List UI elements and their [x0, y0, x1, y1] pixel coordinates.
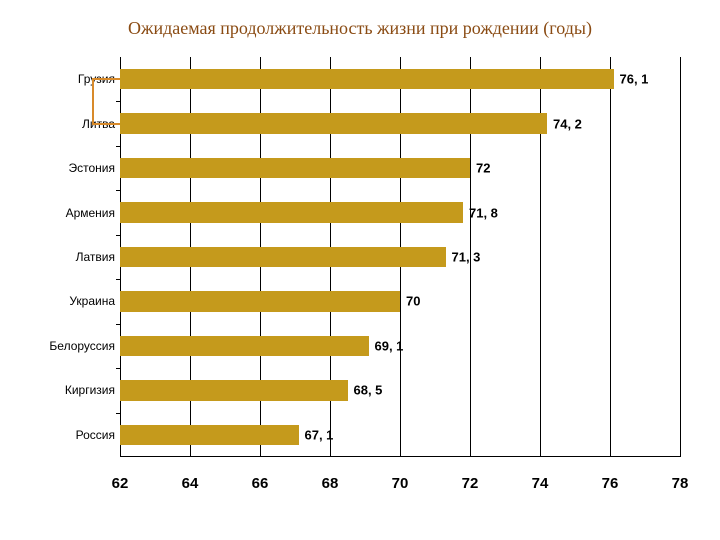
- x-axis-tick-label: 62: [112, 475, 129, 492]
- category-tick: [116, 279, 120, 280]
- bar: [120, 158, 470, 178]
- bar: [120, 336, 369, 356]
- x-axis-tick-label: 68: [322, 475, 339, 492]
- accent-line: [92, 123, 120, 125]
- bar: [120, 380, 348, 400]
- bar-row: 76, 1: [120, 69, 680, 89]
- y-axis-label: Белоруссия: [49, 339, 115, 353]
- x-axis-tick-label: 64: [182, 475, 199, 492]
- bar-row: 71, 8: [120, 202, 680, 222]
- bar-row: 68, 5: [120, 380, 680, 400]
- bar-row: 71, 3: [120, 247, 680, 267]
- bar-row: 69, 1: [120, 336, 680, 356]
- x-axis-tick-label: 76: [602, 475, 619, 492]
- x-axis-tick-label: 66: [252, 475, 269, 492]
- bar-value-label: 72: [476, 161, 490, 176]
- y-axis-label: Эстония: [69, 161, 116, 175]
- bar: [120, 202, 463, 222]
- y-axis-label: Латвия: [76, 250, 115, 264]
- bar: [120, 425, 299, 445]
- bar: [120, 113, 547, 133]
- gridline: [680, 57, 681, 457]
- y-axis-label: Россия: [76, 428, 115, 442]
- plot-area: 76, 1 74, 2 72 71, 8 71, 3 70 69, 1 68, 5 67, 1: [120, 57, 680, 457]
- x-axis-tick-label: 74: [532, 475, 549, 492]
- bar-row: 70: [120, 291, 680, 311]
- x-axis-tick-label: 70: [392, 475, 409, 492]
- category-tick: [116, 101, 120, 102]
- bar-row: 67, 1: [120, 425, 680, 445]
- category-tick: [116, 235, 120, 236]
- chart-title: Ожидаемая продолжительность жизни при ро…: [0, 0, 720, 39]
- bar-value-label: 74, 2: [553, 116, 582, 131]
- x-axis-line: [120, 456, 680, 457]
- bar-value-label: 70: [406, 294, 420, 309]
- x-axis-tick-label: 78: [672, 475, 689, 492]
- y-axis-labels: ГрузияЛитваЭстонияАрменияЛатвияУкраинаБе…: [30, 57, 115, 457]
- bar-value-label: 71, 3: [452, 249, 481, 264]
- y-axis-label: Киргизия: [65, 383, 115, 397]
- bar: [120, 69, 614, 89]
- y-axis-label: Армения: [66, 206, 115, 220]
- y-axis-label: Украина: [69, 294, 115, 308]
- x-axis-tick-label: 72: [462, 475, 479, 492]
- bar: [120, 291, 400, 311]
- category-tick: [116, 190, 120, 191]
- accent-line: [92, 79, 94, 123]
- bar-value-label: 69, 1: [375, 338, 404, 353]
- accent-line: [92, 78, 120, 80]
- bar-value-label: 67, 1: [305, 427, 334, 442]
- bar-row: 72: [120, 158, 680, 178]
- chart-container: ГрузияЛитваЭстонияАрменияЛатвияУкраинаБе…: [30, 57, 690, 497]
- x-axis-ticks: 626466687072747678: [120, 467, 680, 497]
- bar: [120, 247, 446, 267]
- category-tick: [116, 146, 120, 147]
- category-tick: [116, 368, 120, 369]
- bar-value-label: 68, 5: [354, 383, 383, 398]
- category-tick: [116, 413, 120, 414]
- category-tick: [116, 324, 120, 325]
- bar-value-label: 76, 1: [620, 72, 649, 87]
- bar-value-label: 71, 8: [469, 205, 498, 220]
- bar-row: 74, 2: [120, 113, 680, 133]
